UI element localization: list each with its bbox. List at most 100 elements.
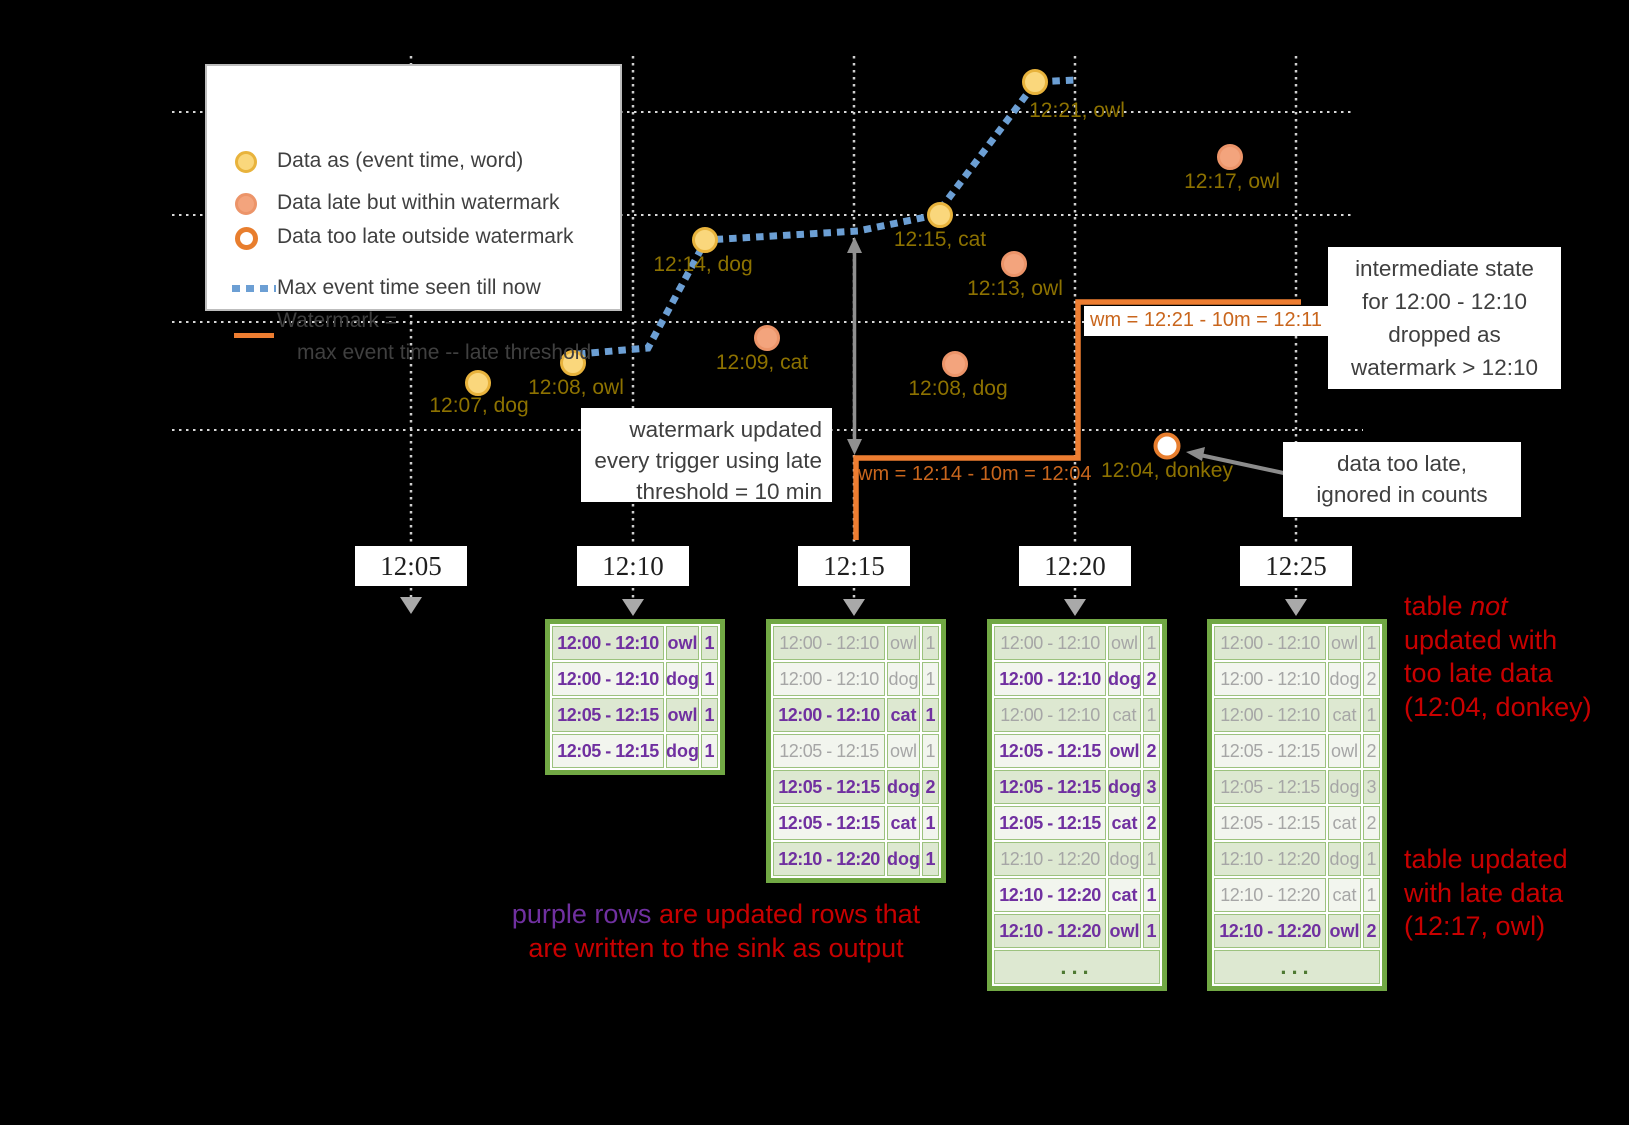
table-row: 12:00 - 12:10 owl 1: [994, 626, 1160, 660]
table-cell: 12:05 - 12:15: [773, 734, 885, 768]
table-cell: 12:05 - 12:15: [552, 734, 664, 768]
note-line: (12:17, owl): [1404, 911, 1546, 941]
table-cell: 12:00 - 12:10: [994, 662, 1106, 696]
table-row: 12:10 - 12:20 dog 1: [994, 842, 1160, 876]
table-row: 12:00 - 12:10 owl 1: [773, 626, 939, 660]
table-cell: 1: [1143, 878, 1160, 912]
table-row-ellipsis: ...: [1214, 950, 1380, 984]
data-point-on-time: [1022, 69, 1048, 95]
table-cell: dog: [1328, 842, 1361, 876]
table-cell: 2: [1143, 734, 1160, 768]
note-intermediate-state: intermediate state for 12:00 - 12:10 dro…: [1328, 247, 1561, 389]
note-line: updated with: [1404, 624, 1558, 655]
table-cell: 1: [1363, 626, 1380, 660]
data-point-label: 12:08, dog: [908, 377, 1008, 400]
legend: Data as (event time, word) Data late but…: [205, 64, 622, 364]
note-table-updated: table updated with late data (12:17, owl…: [1404, 843, 1568, 944]
table-cell: 1: [701, 662, 718, 696]
table-cell: 1: [701, 698, 718, 732]
table-cell: 12:05 - 12:15: [994, 770, 1106, 804]
table-row: 12:05 - 12:15 owl 1: [552, 698, 718, 732]
table-cell: 1: [922, 662, 939, 696]
data-point-label: 12:15, cat: [893, 228, 987, 251]
data-point-late: [1217, 144, 1243, 170]
table-row: 12:05 - 12:15 cat 1: [773, 806, 939, 840]
table-cell: 3: [1143, 770, 1160, 804]
table-row: 12:10 - 12:20 dog 1: [773, 842, 939, 876]
tick-12-10: 12:10: [577, 546, 689, 586]
table-cell: 1: [922, 698, 939, 732]
table-cell: 1: [1143, 914, 1160, 948]
table-cell: cat: [1328, 698, 1361, 732]
table-row: 12:00 - 12:10 dog 2: [994, 662, 1160, 696]
purple-rows-label: purple rows: [511, 899, 652, 929]
table-cell: cat: [1108, 698, 1141, 732]
legend-item-watermark: Watermark =: [207, 309, 620, 338]
table-row: 12:00 - 12:10 cat 1: [994, 698, 1160, 732]
solid-line-icon: [234, 333, 274, 338]
legend-label: max event time -- late threshold: [297, 341, 592, 364]
table-cell: 1: [922, 626, 939, 660]
table-cell: 12:05 - 12:15: [773, 806, 885, 840]
note-line: for 12:00 - 12:10: [1361, 289, 1528, 314]
too-late-point-icon: [235, 227, 258, 250]
note-line: dropped as: [1388, 322, 1501, 347]
legend-item-too-late: Data too late outside watermark: [207, 225, 620, 251]
result-table-12:10: 12:00 - 12:10 owl 1 12:00 - 12:10 dog 1 12:05 …: [545, 619, 725, 775]
table-cell: 12:05 - 12:15: [994, 734, 1106, 768]
data-point-label: 12:13, owl: [967, 277, 1063, 300]
data-point-label: 12:07, dog: [429, 394, 529, 417]
table-cell: cat: [1328, 806, 1361, 840]
on-time-point-icon: [235, 151, 257, 173]
table-cell: 1: [1363, 842, 1380, 876]
tick-12-20: 12:20: [1019, 546, 1131, 586]
table-row: 12:00 - 12:10 cat 1: [1214, 698, 1380, 732]
table-cell: cat: [887, 806, 920, 840]
table-cell: owl: [1108, 914, 1141, 948]
table-cell: owl: [666, 698, 699, 732]
trigger-arrowheads: [400, 597, 1307, 616]
tick-12-15: 12:15: [798, 546, 910, 586]
table-row: 12:00 - 12:10 dog 1: [773, 662, 939, 696]
note-data-too-late: data too late, ignored in counts: [1283, 442, 1521, 517]
table-cell: owl: [887, 626, 920, 660]
table-cell: 1: [701, 734, 718, 768]
tick-12-05: 12:05: [355, 546, 467, 586]
table-cell: 12:00 - 12:10: [773, 626, 885, 660]
note-line: intermediate state: [1355, 256, 1534, 281]
table-row: 12:05 - 12:15 dog 3: [994, 770, 1160, 804]
watermark-value-2: wm = 12:21 - 10m = 12:11: [1084, 306, 1330, 336]
table-cell: 12:05 - 12:15: [552, 698, 664, 732]
note-line: with late data: [1404, 877, 1564, 908]
table-cell: 12:00 - 12:10: [1214, 662, 1326, 696]
table-cell: 2: [1363, 914, 1380, 948]
table-cell: 12:05 - 12:15: [994, 806, 1106, 840]
table-cell: 12:00 - 12:10: [773, 698, 885, 732]
table-cell: dog: [1108, 842, 1141, 876]
result-table-12:20: 12:00 - 12:10 owl 1 12:00 - 12:10 dog 2 12:00 …: [987, 619, 1167, 991]
table-cell: 12:00 - 12:10: [1214, 698, 1326, 732]
data-point-label: 12:08, owl: [528, 376, 624, 399]
table-row: 12:00 - 12:10 owl 1: [1214, 626, 1380, 660]
table-cell: 12:05 - 12:15: [773, 770, 885, 804]
table-cell: owl: [1328, 626, 1361, 660]
table-row: 12:10 - 12:20 owl 2: [1214, 914, 1380, 948]
table-cell: 12:10 - 12:20: [1214, 842, 1326, 876]
table-cell: dog: [887, 770, 920, 804]
legend-item-on-time: Data as (event time, word): [207, 149, 620, 175]
table-cell: 1: [1143, 842, 1160, 876]
watermark-line: [853, 299, 1301, 540]
table-cell: dog: [887, 662, 920, 696]
note-line: every trigger using late: [594, 448, 822, 473]
table-row: 12:05 - 12:15 dog 1: [552, 734, 718, 768]
legend-label: Data as (event time, word): [277, 149, 524, 172]
data-point-label: 12:17, owl: [1184, 170, 1280, 193]
result-table-12:25: 12:00 - 12:10 owl 1 12:00 - 12:10 dog 2 12:00 …: [1207, 619, 1387, 991]
table-row: 12:10 - 12:20 cat 1: [1214, 878, 1380, 912]
table-cell: 12:10 - 12:20: [994, 842, 1106, 876]
note-purple-rows: purple rows are updated rows that are wr…: [476, 897, 956, 965]
table-cell: cat: [887, 698, 920, 732]
table-cell: owl: [1328, 914, 1361, 948]
legend-label: Max event time seen till now: [277, 276, 541, 299]
